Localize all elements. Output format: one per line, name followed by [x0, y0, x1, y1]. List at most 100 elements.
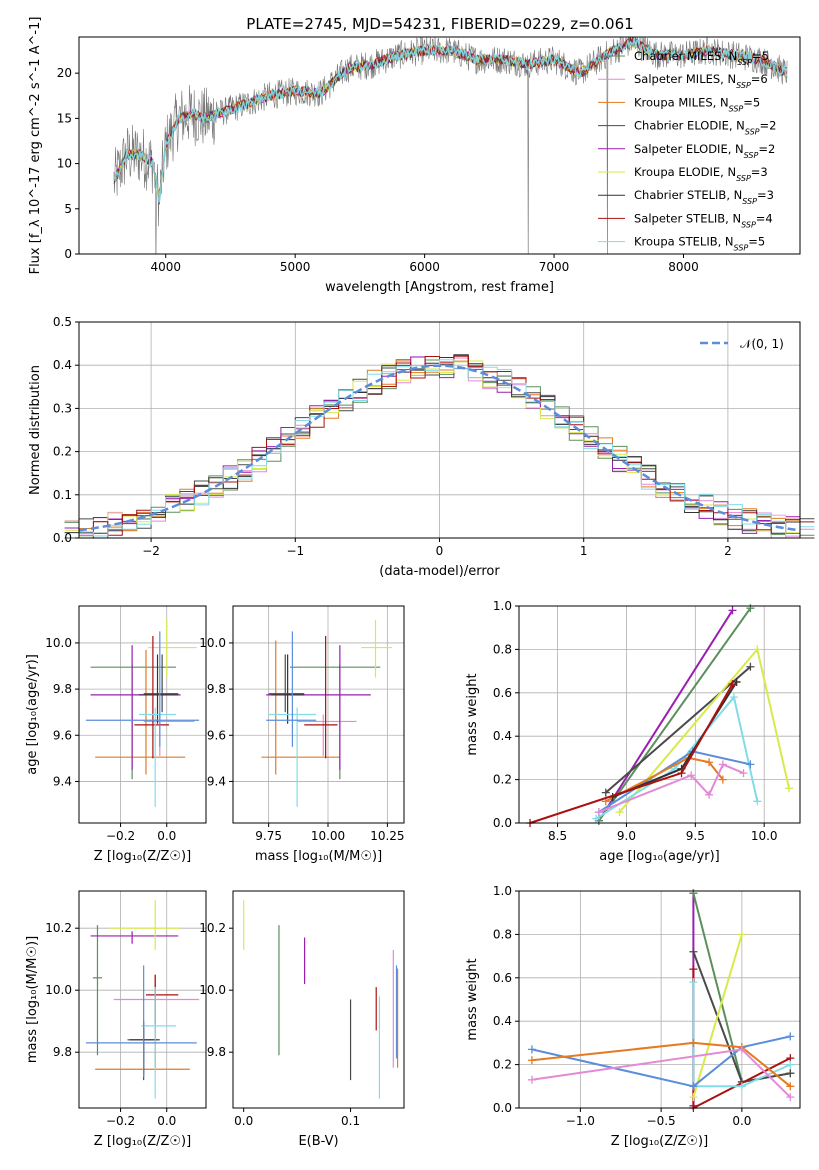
normal-curve [78, 364, 801, 532]
y-tick-label: 9.8 [53, 1045, 72, 1059]
series-marker [527, 1045, 536, 1054]
series-marker [527, 1056, 536, 1065]
x-tick-label: 10.25 [370, 829, 404, 843]
x-tick-label: 1 [580, 544, 588, 558]
axes-frame [518, 605, 801, 824]
x-axis-label: Z [log₁₀(Z/Z☉)] [94, 849, 191, 864]
legend-entry: Chabrier MILES, NSSP=5 [634, 49, 769, 67]
y-tick-label: 9.4 [207, 774, 226, 788]
y-axis-label: mass weight [465, 958, 480, 1040]
y-tick-label: 0.8 [493, 642, 512, 656]
y-tick-label: 0.2 [493, 1058, 512, 1072]
x-tick-label: 0.0 [157, 1114, 176, 1128]
series-line [605, 756, 724, 803]
plots-layer: Chabrier MILES, NSSP=5 Salpeter MILES, NS… [25, 17, 815, 1149]
x-tick-label: 0.0 [732, 1114, 751, 1128]
y-tick-label: 20 [57, 66, 72, 80]
legend-entry: Kroupa STELIB, NSSP=5 [634, 235, 765, 253]
x-tick-label: 0.0 [157, 829, 176, 843]
x-tick-label: 9.0 [617, 829, 636, 843]
y-axis-label: Flux [f_λ 10^-17 erg cm^-2 s^-1 A^-1] [28, 17, 43, 275]
y-tick-label: 0.5 [53, 315, 72, 329]
series-line [692, 982, 791, 1088]
series-marker [786, 1082, 795, 1091]
series-marker [705, 758, 714, 767]
x-tick-label: −2 [142, 544, 160, 558]
x-tick-label: 9.5 [686, 829, 705, 843]
x-tick-label: 10.0 [751, 829, 778, 843]
x-tick-label: −0.5 [647, 1114, 676, 1128]
x-tick-label: 10.00 [311, 829, 345, 843]
y-tick-label: 1.0 [493, 884, 512, 898]
series-marker [729, 693, 738, 702]
x-tick-label: 5000 [280, 260, 311, 274]
series-marker [718, 775, 727, 784]
y-tick-label: 0.2 [493, 773, 512, 787]
x-tick-label: 0 [436, 544, 444, 558]
x-tick-label: 0.1 [341, 1114, 360, 1128]
y-tick-label: 10.0 [199, 983, 226, 997]
legend-entry: Kroupa MILES, NSSP=5 [634, 95, 760, 113]
legend-entry: Salpeter STELIB, NSSP=4 [634, 211, 773, 229]
legend-entry: Salpeter MILES, NSSP=6 [634, 72, 768, 90]
series-marker [784, 784, 793, 793]
y-tick-label: 10.2 [199, 921, 226, 935]
y-tick-label: 9.6 [53, 728, 72, 742]
residuals-panel: 𝒩(0, 1) −2 −1 0 1 2 0.0 0.1 0.2 0.3 0.4 0.5 (data-mo… [28, 315, 815, 579]
series-marker [746, 662, 755, 671]
x-tick-label: 9.75 [255, 829, 282, 843]
series-marker [689, 947, 698, 956]
y-tick-label: 0.0 [53, 531, 72, 545]
model-spectrum-line [113, 37, 788, 203]
x-axis-label: wavelength [Angstrom, rest frame] [325, 280, 554, 295]
x-tick-label: 8.5 [548, 829, 567, 843]
legend-entry: Chabrier ELODIE, NSSP=2 [634, 119, 776, 137]
y-tick-label: 0.4 [493, 1014, 512, 1028]
y-axis-label: Normed distribution [28, 365, 43, 495]
series-marker [737, 930, 746, 939]
y-tick-label: 0 [64, 247, 72, 261]
x-tick-label: 8000 [668, 260, 699, 274]
mw-vs-age-panel: 8.5 9.0 9.5 10.0 0.0 0.2 0.4 0.6 0.8 1.0 age [log₁… [465, 599, 801, 864]
age-vs-mass-panel: 9.75 10.00 10.25 9.4 9.6 9.8 10.0 mass [log₁₀(M… [199, 605, 405, 864]
x-tick-label: −1 [286, 544, 304, 558]
y-tick-label: 9.6 [207, 728, 226, 742]
series-marker [786, 1093, 795, 1102]
y-tick-label: 10.0 [45, 983, 72, 997]
y-tick-label: 10 [57, 157, 72, 171]
series-marker [732, 677, 741, 686]
x-tick-label: −0.2 [106, 829, 135, 843]
y-tick-label: 0.0 [493, 1101, 512, 1115]
series-marker [718, 760, 727, 769]
mw-vs-Z-panel: −1.0 −0.5 0.0 0.0 0.2 0.4 0.6 0.8 1.0 Z [log₁₀(Z/… [465, 884, 801, 1149]
series-line [531, 1041, 791, 1088]
series-marker [677, 769, 686, 778]
y-axis-label: mass [log₁₀(M/M☉)] [25, 936, 40, 1063]
series-marker [689, 1038, 698, 1047]
x-axis-label: Z [log₁₀(Z/Z☉)] [94, 1134, 191, 1149]
y-tick-label: 10.0 [199, 636, 226, 650]
y-tick-label: 0.8 [493, 927, 512, 941]
series-line [598, 607, 752, 822]
y-tick-label: 9.8 [53, 682, 72, 696]
y-tick-label: 9.8 [207, 1045, 226, 1059]
series-marker [786, 1060, 795, 1069]
series-marker [739, 769, 748, 778]
series-marker [689, 965, 698, 974]
y-tick-label: 15 [57, 111, 72, 125]
series-marker [753, 645, 762, 654]
series-marker [737, 1082, 746, 1091]
series-marker [705, 790, 714, 799]
series-marker [689, 978, 698, 987]
mass-vs-Z-panel: −0.2 0.0 9.8 10.0 10.2 Z [log₁₀(Z/Z☉)] mass [l… [25, 890, 207, 1149]
x-axis-label: E(B-V) [298, 1134, 338, 1149]
series-marker [728, 606, 737, 615]
y-axis-label: age [log₁₀(age/yr)] [25, 654, 40, 775]
y-tick-label: 0.2 [53, 445, 72, 459]
x-tick-label: 6000 [409, 260, 440, 274]
series-marker [594, 808, 603, 817]
x-tick-label: −1.0 [566, 1114, 595, 1128]
series-marker [527, 1075, 536, 1084]
y-tick-label: 9.8 [207, 682, 226, 696]
